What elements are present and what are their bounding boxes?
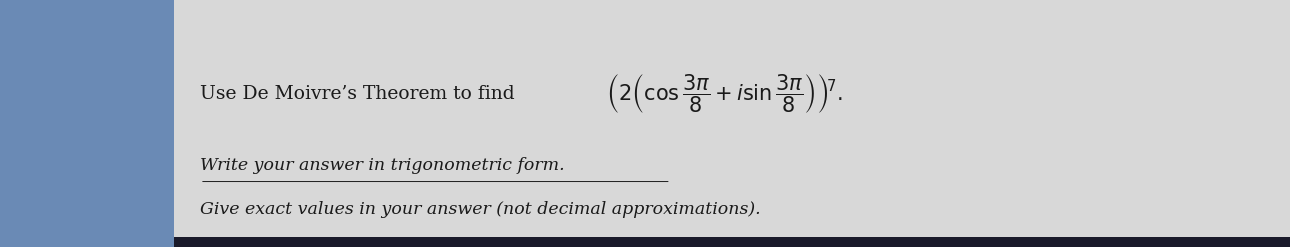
Bar bbox=[174, 237, 1290, 247]
Bar bbox=[0, 0, 174, 247]
Text: Use De Moivre’s Theorem to find: Use De Moivre’s Theorem to find bbox=[200, 85, 521, 103]
Text: Write your answer in trigonometric form.: Write your answer in trigonometric form. bbox=[200, 157, 565, 174]
Text: Give exact values in your answer (not decimal approximations).: Give exact values in your answer (not de… bbox=[200, 202, 761, 218]
Text: $\left(2\left(\cos\dfrac{3\pi}{8}+i\sin\dfrac{3\pi}{8}\right)\right)^{\!7}.$: $\left(2\left(\cos\dfrac{3\pi}{8}+i\sin\… bbox=[606, 72, 844, 115]
